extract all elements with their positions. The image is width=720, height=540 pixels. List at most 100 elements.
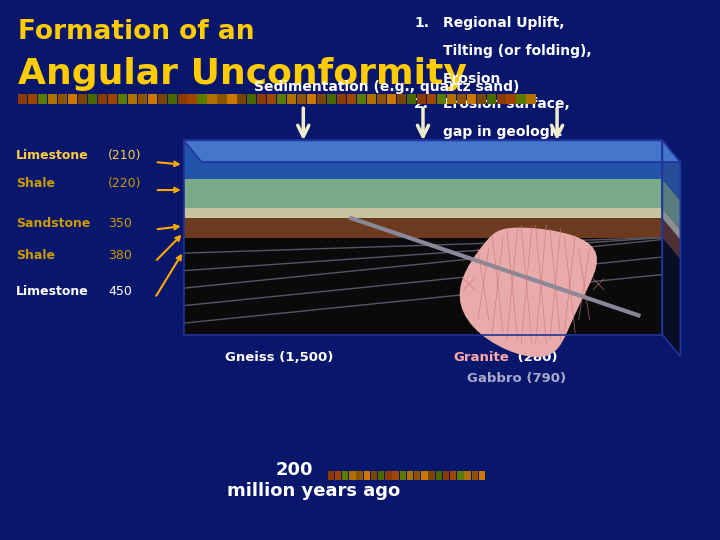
Bar — [347, 94, 356, 104]
Bar — [371, 471, 377, 480]
Bar — [197, 94, 207, 104]
Bar — [328, 471, 334, 480]
Bar — [367, 94, 376, 104]
Bar — [356, 471, 363, 480]
Text: (280): (280) — [513, 351, 557, 364]
Bar — [178, 94, 186, 104]
Bar — [127, 94, 137, 104]
Bar — [387, 94, 396, 104]
Bar — [464, 471, 471, 480]
Bar — [385, 471, 392, 480]
Bar — [337, 94, 346, 104]
Bar — [287, 94, 297, 104]
Bar — [98, 94, 107, 104]
Bar — [238, 94, 246, 104]
Bar — [217, 94, 227, 104]
Text: Erosion: Erosion — [443, 72, 501, 86]
Bar — [117, 94, 127, 104]
Bar — [158, 94, 167, 104]
Bar — [437, 94, 446, 104]
Bar — [184, 179, 662, 208]
Text: 3.: 3. — [414, 173, 429, 187]
Bar — [228, 94, 237, 104]
Text: Erosion surface,: Erosion surface, — [443, 97, 570, 111]
Text: Sedimentation (e.g., quartz sand): Sedimentation (e.g., quartz sand) — [254, 80, 520, 94]
Bar — [477, 94, 486, 104]
Text: Gabbro (790): Gabbro (790) — [467, 372, 566, 384]
Bar — [277, 94, 287, 104]
Bar — [184, 140, 662, 179]
Bar — [58, 94, 67, 104]
Bar — [48, 94, 57, 104]
Bar — [443, 471, 449, 480]
Text: Granite: Granite — [454, 351, 509, 364]
Text: Sedimentation: Sedimentation — [443, 201, 557, 215]
Bar — [364, 471, 370, 480]
Bar — [28, 94, 37, 104]
Bar — [184, 218, 662, 238]
Bar — [327, 94, 336, 104]
Bar — [184, 238, 662, 335]
Bar — [168, 94, 176, 104]
Text: Angular Unconformity: Angular Unconformity — [18, 57, 467, 91]
Polygon shape — [459, 227, 597, 357]
Bar — [506, 94, 516, 104]
Bar — [184, 208, 662, 218]
Bar — [421, 471, 428, 480]
Text: Shale: Shale — [16, 249, 55, 262]
Bar — [207, 94, 217, 104]
Bar — [436, 471, 442, 480]
Text: Sandstone: Sandstone — [16, 217, 90, 230]
Text: Regional Uplift,: Regional Uplift, — [443, 16, 564, 30]
Bar — [187, 94, 197, 104]
Text: record: record — [443, 153, 494, 167]
Bar — [342, 471, 348, 480]
Bar — [417, 94, 426, 104]
Bar — [526, 94, 536, 104]
Polygon shape — [662, 140, 680, 201]
Bar — [414, 471, 420, 480]
Bar — [88, 94, 97, 104]
Text: Gneiss (1,500): Gneiss (1,500) — [225, 351, 333, 364]
Text: gap in geologic: gap in geologic — [443, 125, 562, 139]
Bar — [472, 471, 478, 480]
Bar — [78, 94, 87, 104]
Bar — [68, 94, 77, 104]
Text: (210): (210) — [108, 149, 142, 162]
Bar — [467, 94, 476, 104]
Bar — [138, 94, 147, 104]
Bar — [378, 471, 384, 480]
Bar — [297, 94, 306, 104]
Polygon shape — [662, 208, 680, 240]
Text: 450: 450 — [108, 285, 132, 298]
Bar — [450, 471, 456, 480]
Bar — [407, 471, 413, 480]
Text: Shale: Shale — [16, 177, 55, 190]
Bar — [497, 94, 505, 104]
Bar — [377, 94, 386, 104]
Bar — [407, 94, 416, 104]
Text: Tilting (or folding),: Tilting (or folding), — [443, 44, 591, 58]
Bar — [257, 94, 266, 104]
Text: Formation of an: Formation of an — [18, 19, 254, 45]
Bar — [456, 94, 466, 104]
Bar — [38, 94, 47, 104]
Bar — [307, 94, 316, 104]
Bar — [357, 94, 366, 104]
Bar — [427, 94, 436, 104]
Bar — [392, 471, 399, 480]
Polygon shape — [184, 140, 680, 162]
Bar — [317, 94, 326, 104]
Polygon shape — [662, 179, 680, 230]
Text: 380: 380 — [108, 249, 132, 262]
Text: 200: 200 — [276, 461, 313, 479]
Text: Limestone: Limestone — [16, 149, 89, 162]
Text: 2.: 2. — [414, 97, 429, 111]
Polygon shape — [662, 238, 680, 356]
Bar — [335, 471, 341, 480]
Polygon shape — [662, 218, 680, 259]
Bar — [397, 94, 406, 104]
Bar — [108, 94, 117, 104]
Text: 350: 350 — [108, 217, 132, 230]
Bar — [247, 94, 256, 104]
